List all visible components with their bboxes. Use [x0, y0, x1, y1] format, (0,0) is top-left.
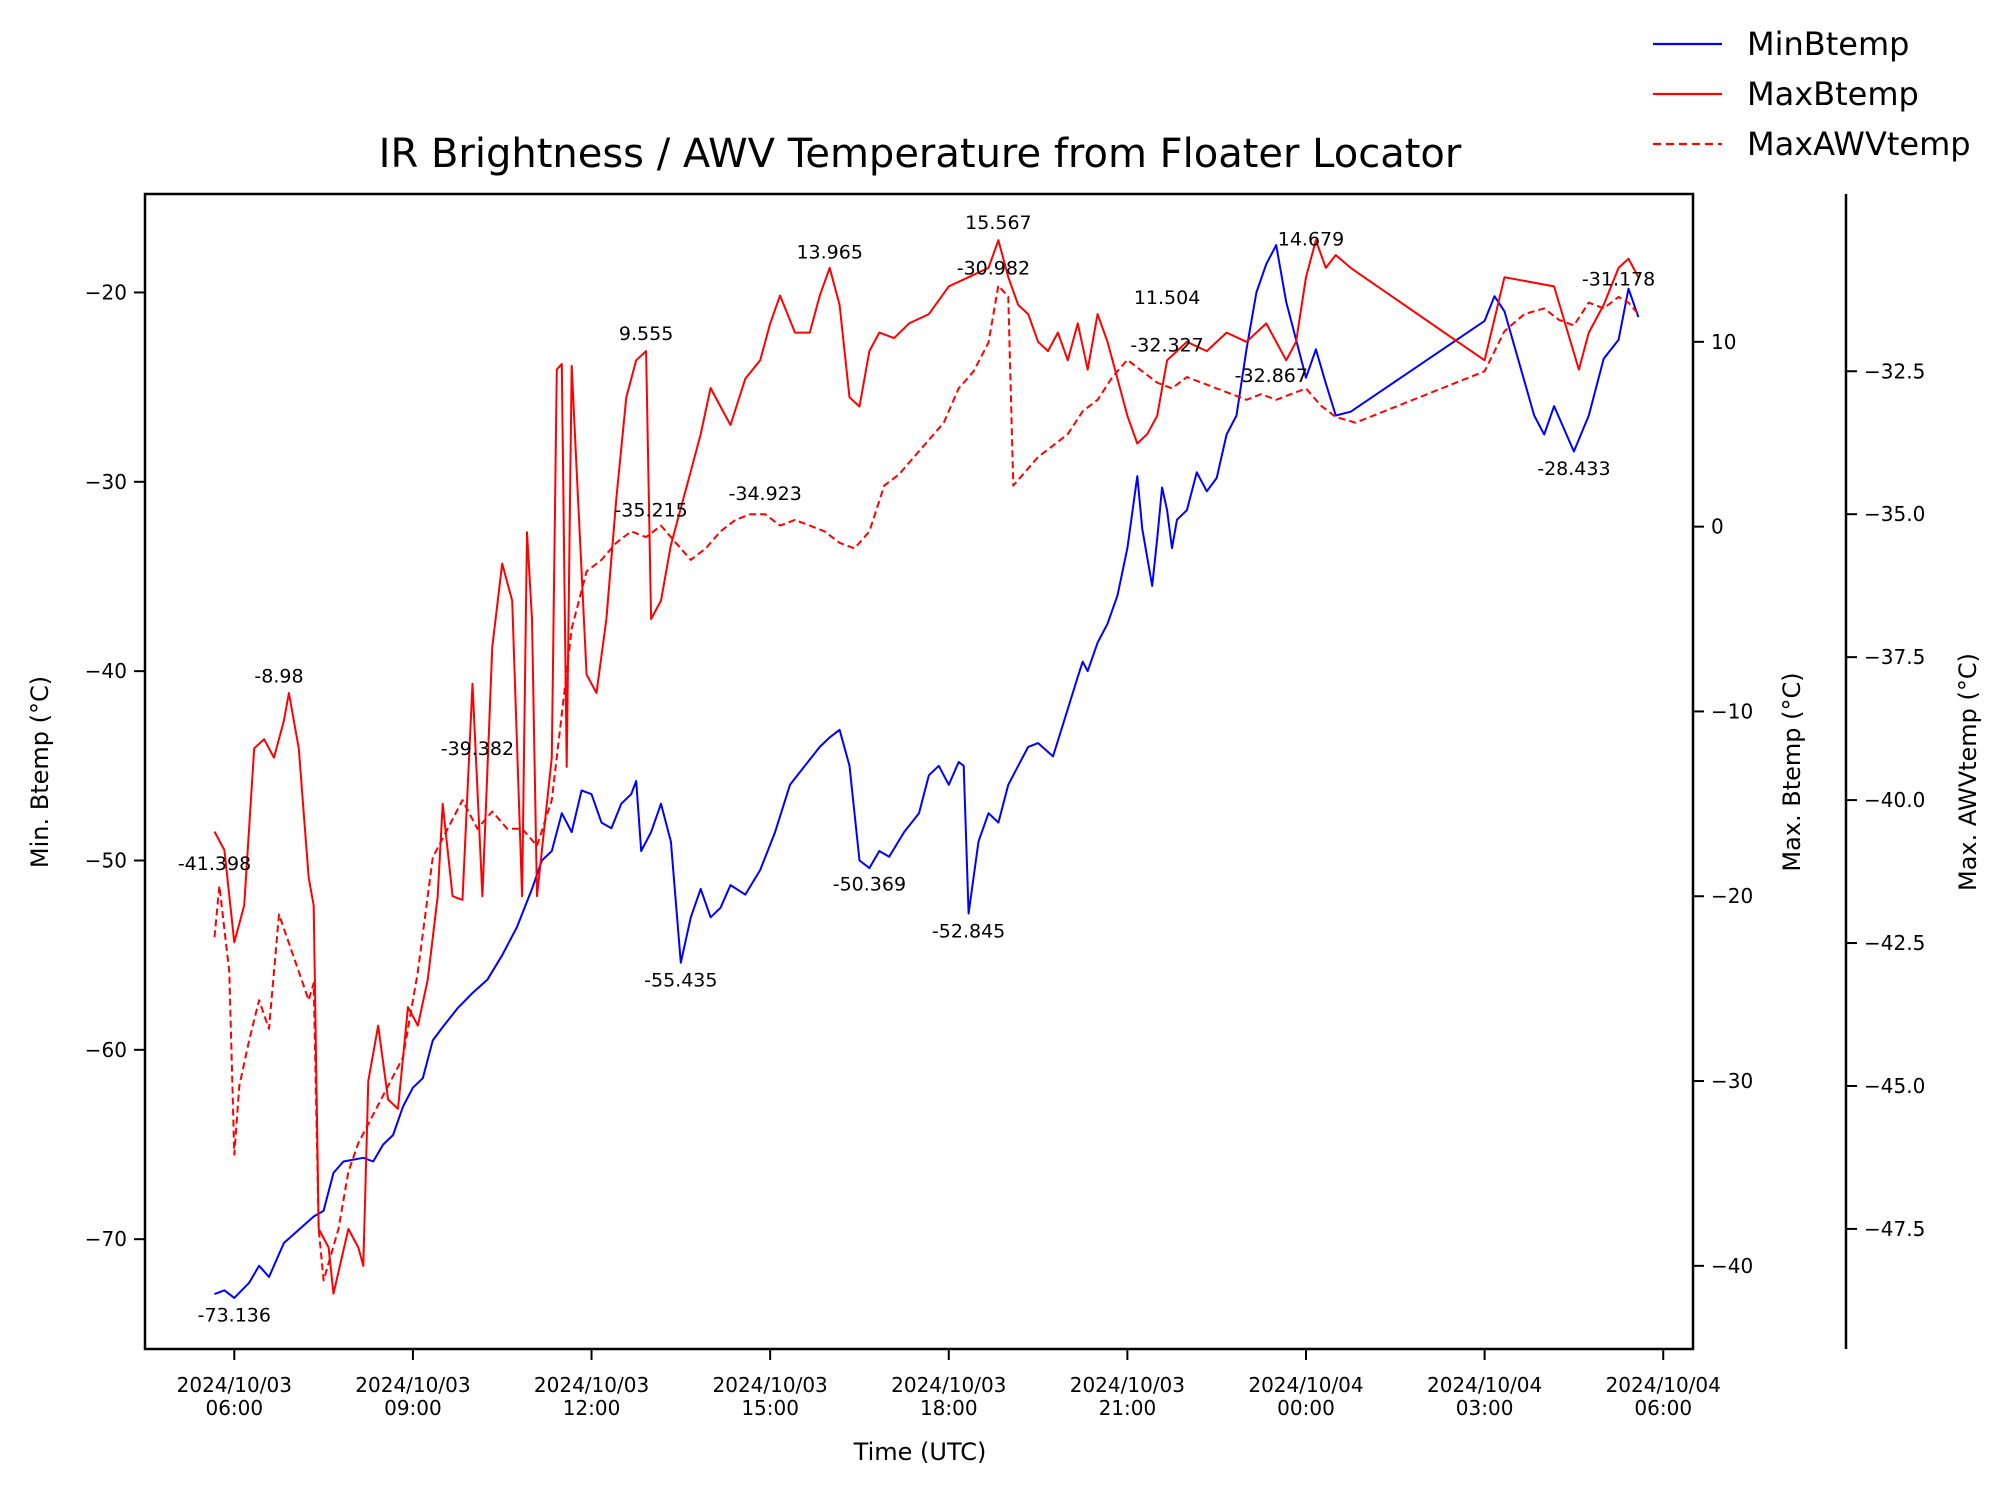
x-tick-label-time: 09:00 — [384, 1396, 442, 1420]
x-tick-label-date: 2024/10/03 — [534, 1373, 649, 1397]
y-tick-label: −40 — [1711, 1254, 1753, 1278]
legend: MinBtemp MaxBtemp MaxAWVtemp — [1653, 25, 1971, 163]
y-tick-label: −20 — [85, 280, 127, 304]
x-tick-label-date: 2024/10/03 — [713, 1373, 828, 1397]
annotation-label: -8.98 — [254, 666, 303, 688]
x-tick-label-time: 06:00 — [1634, 1396, 1692, 1420]
y-tick-label: −20 — [1711, 884, 1753, 908]
y-tick-label: −60 — [85, 1038, 127, 1062]
series-line-maxbtemp — [213, 239, 1640, 1295]
legend-label-maxawvtemp: MaxAWVtemp — [1747, 125, 1971, 163]
annotation-label: -34.923 — [729, 483, 802, 505]
x-axis-label: Time (UTC) — [853, 1438, 987, 1466]
y-axis-right2-ticks: −47.5 −45.0 −42.5 −40.0 −37.5 −35.0 −32.5 — [1846, 359, 1925, 1241]
x-tick-label-time: 21:00 — [1099, 1396, 1157, 1420]
y-tick-label: −70 — [85, 1227, 127, 1251]
annotation-label: 11.504 — [1134, 287, 1200, 309]
x-tick-label-date: 2024/10/04 — [1606, 1373, 1721, 1397]
series-line-maxawvtemp — [213, 284, 1640, 1282]
x-tick-label-time: 03:00 — [1456, 1396, 1514, 1420]
annotation-label: 14.679 — [1278, 228, 1344, 250]
annotation-label: -39.382 — [441, 738, 514, 760]
y-tick-label: −40 — [85, 659, 127, 683]
plot-frame — [143, 192, 1695, 1351]
y-tick-label: −37.5 — [1864, 645, 1925, 669]
y-tick-label: −35.0 — [1864, 502, 1925, 526]
y-tick-label: −42.5 — [1864, 931, 1925, 955]
annotation-label: 15.567 — [965, 212, 1031, 234]
y-tick-label: −45.0 — [1864, 1074, 1925, 1098]
y-axis-right1-ticks: −40 −30 −20 −10 0 10 — [1693, 330, 1753, 1278]
x-tick-label-time: 15:00 — [741, 1396, 799, 1420]
series-line-minbtemp — [214, 244, 1640, 1299]
annotation-label: -50.369 — [833, 874, 906, 896]
y-tick-label: −30 — [1711, 1069, 1753, 1093]
y-tick-label: −10 — [1711, 699, 1753, 723]
annotation-layer: -73.136 -55.435 -50.369 -52.845 -28.433 -8.98… — [178, 212, 1655, 1327]
legend-label-maxbtemp: MaxBtemp — [1747, 75, 1919, 113]
annotation-label: -32.867 — [1235, 365, 1308, 387]
y-axis-right2-label: Max. AWVtemp (°C) — [1954, 653, 1982, 891]
y-tick-label: −47.5 — [1864, 1217, 1925, 1241]
legend-label-minbtemp: MinBtemp — [1747, 25, 1909, 63]
y-tick-label: 10 — [1711, 330, 1736, 354]
y-axis-right1-label: Max. Btemp (°C) — [1778, 672, 1806, 871]
x-tick-label-date: 2024/10/03 — [355, 1373, 470, 1397]
x-tick-label-date: 2024/10/04 — [1248, 1373, 1363, 1397]
annotation-label: -52.845 — [932, 920, 1005, 942]
y-tick-label: −32.5 — [1864, 359, 1925, 383]
x-tick-label-date: 2024/10/03 — [1070, 1373, 1185, 1397]
y-tick-label: −40.0 — [1864, 788, 1925, 812]
annotation-label: -35.215 — [614, 500, 687, 522]
annotation-label: -30.982 — [957, 258, 1030, 280]
x-tick-label-date: 2024/10/03 — [891, 1373, 1006, 1397]
y-tick-label: −30 — [85, 470, 127, 494]
y-tick-label: −50 — [85, 848, 127, 872]
annotation-label: 9.555 — [619, 323, 673, 345]
annotation-label: -55.435 — [644, 969, 717, 991]
x-axis-ticks: 2024/10/0306:002024/10/0309:002024/10/03… — [177, 1349, 1721, 1420]
x-tick-label-time: 00:00 — [1277, 1396, 1335, 1420]
annotation-label: 13.965 — [796, 242, 862, 264]
x-tick-label-date: 2024/10/04 — [1427, 1373, 1542, 1397]
y-axis-left-ticks: −70 −60 −50 −40 −30 −20 — [85, 280, 145, 1251]
y-axis-left-label: Min. Btemp (°C) — [26, 676, 54, 868]
chart-title: IR Brightness / AWV Temperature from Flo… — [379, 131, 1462, 177]
x-tick-label-time: 12:00 — [563, 1396, 621, 1420]
y-tick-label: 0 — [1711, 515, 1724, 539]
annotation-label: -31.178 — [1582, 269, 1655, 291]
x-tick-label-time: 18:00 — [920, 1396, 978, 1420]
series-layer — [213, 239, 1640, 1299]
annotation-label: -73.136 — [198, 1305, 271, 1327]
x-tick-label-time: 06:00 — [205, 1396, 263, 1420]
annotation-label: -41.398 — [178, 853, 251, 875]
annotation-label: -32.327 — [1130, 334, 1203, 356]
x-tick-label-date: 2024/10/03 — [177, 1373, 292, 1397]
annotation-label: -28.433 — [1537, 458, 1610, 480]
